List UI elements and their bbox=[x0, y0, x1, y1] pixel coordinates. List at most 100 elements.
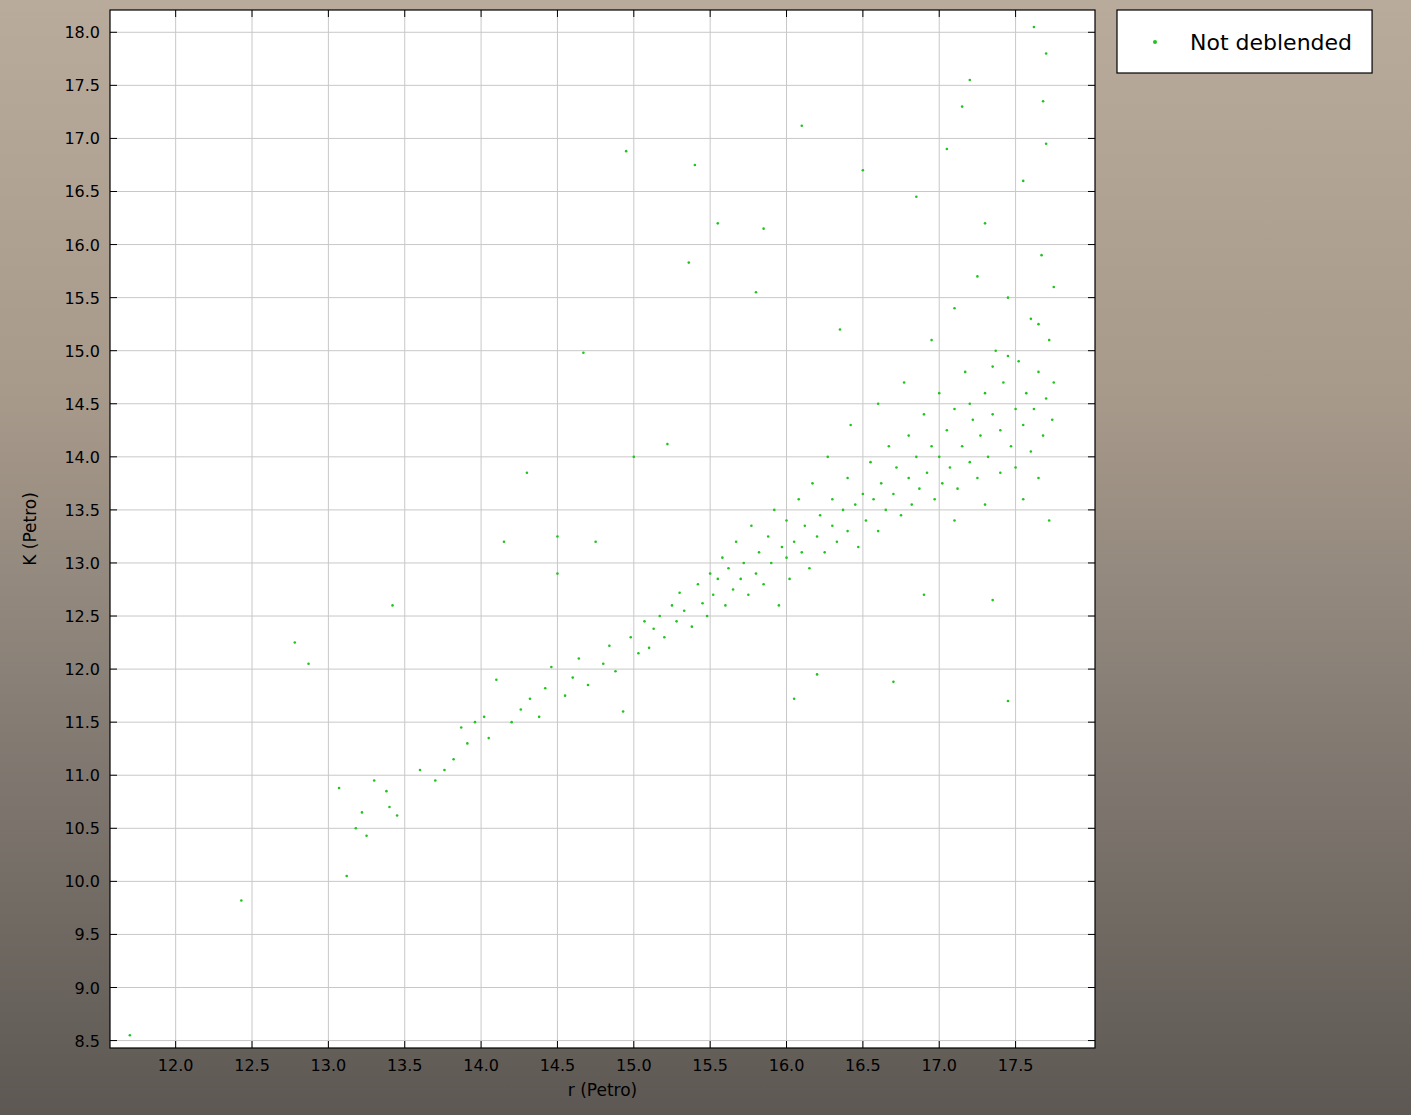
y-grid-line bbox=[110, 456, 1095, 457]
x-grid-line bbox=[328, 10, 329, 1048]
point bbox=[385, 790, 388, 793]
point bbox=[1002, 381, 1005, 384]
x-tick-label: 16.0 bbox=[769, 1056, 805, 1075]
y-grid-line bbox=[110, 616, 1095, 617]
point bbox=[683, 609, 686, 612]
point bbox=[652, 627, 655, 630]
y-tick bbox=[1088, 297, 1095, 298]
point bbox=[968, 402, 971, 405]
point bbox=[529, 698, 532, 701]
point bbox=[984, 222, 987, 225]
x-tick bbox=[557, 1041, 558, 1048]
point bbox=[691, 625, 694, 628]
point bbox=[923, 594, 926, 597]
point bbox=[1007, 355, 1010, 358]
point bbox=[831, 525, 834, 528]
point bbox=[907, 477, 910, 480]
point bbox=[854, 503, 857, 506]
point bbox=[968, 79, 971, 82]
y-tick bbox=[1088, 775, 1095, 776]
point bbox=[724, 604, 727, 607]
point bbox=[773, 509, 776, 512]
y-tick-label: 17.5 bbox=[64, 76, 100, 95]
point bbox=[930, 339, 933, 342]
x-tick-label: 17.0 bbox=[921, 1056, 957, 1075]
y-tick bbox=[1088, 562, 1095, 563]
point bbox=[888, 445, 891, 448]
y-tick bbox=[110, 881, 117, 882]
point bbox=[666, 443, 669, 446]
x-grid-line bbox=[710, 10, 711, 1048]
y-axis-title: K (Petro) bbox=[20, 492, 40, 566]
y-tick bbox=[110, 297, 117, 298]
point bbox=[663, 636, 666, 639]
y-tick bbox=[110, 562, 117, 563]
point bbox=[614, 670, 617, 673]
point bbox=[964, 371, 967, 374]
y-tick bbox=[110, 191, 117, 192]
point bbox=[1010, 445, 1013, 448]
point bbox=[903, 381, 906, 384]
point bbox=[1017, 360, 1020, 363]
point bbox=[712, 594, 715, 597]
y-grid-line bbox=[110, 934, 1095, 935]
point bbox=[571, 676, 574, 679]
x-tick-label: 15.5 bbox=[692, 1056, 728, 1075]
point bbox=[602, 662, 605, 665]
point bbox=[587, 684, 590, 687]
tick-labels: 12.012.513.013.514.014.515.015.516.016.5… bbox=[64, 23, 1033, 1075]
y-grid-line bbox=[110, 562, 1095, 563]
point bbox=[487, 737, 490, 740]
point bbox=[643, 620, 646, 623]
x-tick bbox=[481, 10, 482, 17]
legend-label: Not deblended bbox=[1190, 30, 1352, 55]
point bbox=[877, 402, 880, 405]
y-tick bbox=[110, 509, 117, 510]
x-tick bbox=[481, 1041, 482, 1048]
point bbox=[865, 519, 868, 522]
point bbox=[758, 551, 761, 554]
point bbox=[503, 540, 506, 543]
point bbox=[1045, 52, 1048, 55]
y-tick-label: 17.0 bbox=[64, 129, 100, 148]
x-grid-line bbox=[404, 10, 405, 1048]
plot-frame bbox=[110, 10, 1095, 1048]
point bbox=[933, 498, 936, 501]
point bbox=[419, 769, 422, 772]
point bbox=[846, 477, 849, 480]
point bbox=[706, 615, 709, 618]
point bbox=[926, 471, 929, 474]
point bbox=[797, 498, 800, 501]
point bbox=[923, 413, 926, 416]
x-tick bbox=[633, 1041, 634, 1048]
y-grid-line bbox=[110, 138, 1095, 139]
point bbox=[972, 418, 975, 421]
point bbox=[1022, 180, 1025, 183]
y-grid-line bbox=[110, 1040, 1095, 1041]
y-tick bbox=[110, 350, 117, 351]
point bbox=[857, 546, 860, 549]
point bbox=[443, 769, 446, 772]
y-tick-label: 16.0 bbox=[64, 236, 100, 255]
point bbox=[819, 514, 822, 517]
point bbox=[1030, 318, 1033, 321]
point bbox=[510, 721, 513, 724]
y-grid-line bbox=[110, 775, 1095, 776]
point bbox=[1030, 450, 1033, 453]
x-tick bbox=[557, 10, 558, 17]
point bbox=[823, 551, 826, 554]
point bbox=[953, 307, 956, 310]
point bbox=[793, 698, 796, 701]
point bbox=[1022, 498, 1025, 501]
y-tick bbox=[110, 987, 117, 988]
point bbox=[816, 535, 819, 538]
y-tick bbox=[1088, 138, 1095, 139]
point bbox=[930, 445, 933, 448]
y-tick-label: 14.5 bbox=[64, 395, 100, 414]
point bbox=[129, 1034, 132, 1037]
y-grid-line bbox=[110, 191, 1095, 192]
point bbox=[976, 477, 979, 480]
y-tick-label: 18.0 bbox=[64, 23, 100, 42]
x-grid-line bbox=[633, 10, 634, 1048]
point bbox=[474, 721, 477, 724]
